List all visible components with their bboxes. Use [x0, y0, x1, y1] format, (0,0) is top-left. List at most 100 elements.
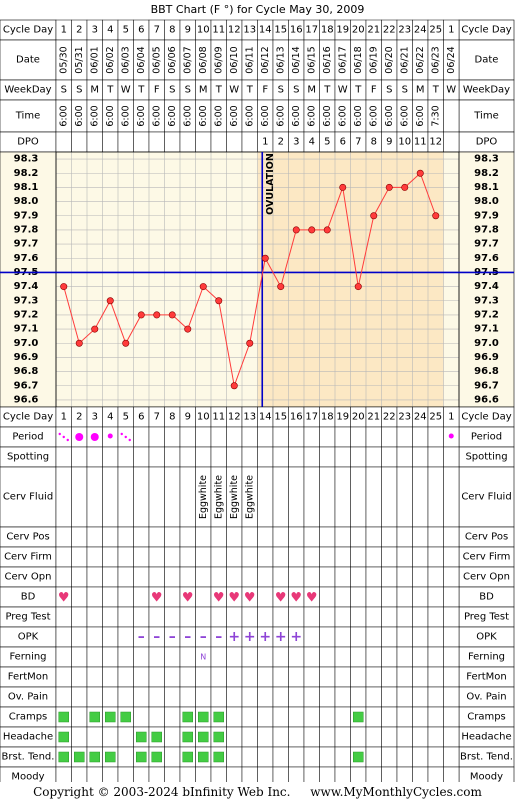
cerv_pos-cell	[272, 526, 289, 548]
opk-label: OPK	[18, 632, 39, 643]
fertmon-cell	[210, 666, 227, 688]
y-tick-label-right: 98.2	[474, 168, 499, 179]
date-value: 06/16	[322, 46, 333, 73]
fertmon-cell	[226, 666, 243, 688]
ov_pain-cell	[210, 686, 227, 708]
preg_test-cell	[303, 606, 320, 628]
cerv_opn-cell	[117, 566, 134, 588]
temperature-point	[261, 254, 269, 262]
spotting-label-right: Spotting	[465, 452, 507, 463]
ov_pain-cell	[381, 686, 398, 708]
cerv_firm-cell	[55, 546, 72, 568]
brst_tend-cell	[334, 746, 351, 768]
cycle-day-number-bottom: 24	[414, 412, 427, 423]
period-light-dot	[66, 438, 69, 442]
ov_pain-cell	[427, 686, 444, 708]
period-light-dot	[120, 432, 123, 436]
date-label-right: Date	[475, 55, 499, 66]
headache-cell	[412, 726, 429, 748]
period-cell	[319, 426, 336, 448]
cerv_opn-cell	[241, 566, 258, 588]
cerv_opn-cell	[195, 566, 212, 588]
cramps-cell	[133, 706, 150, 728]
period-cell	[396, 426, 413, 448]
cramps-cell	[334, 706, 351, 728]
y-tick-label-right: 97.3	[474, 295, 499, 306]
y-tick-label-right: 97.9	[474, 210, 499, 221]
cycle-day-number-bottom: 6	[138, 412, 144, 423]
brst_tend-cell	[381, 746, 398, 768]
ov_pain-cell	[319, 686, 336, 708]
ferning-cell	[226, 646, 243, 668]
weekday-value: M	[307, 85, 316, 96]
spotting-cell	[350, 446, 367, 468]
preg_test-cell	[427, 606, 444, 628]
cerv_fluid-cell	[334, 466, 351, 528]
cerv_firm-cell	[350, 546, 367, 568]
y-tick-label-right: 97.8	[474, 224, 499, 235]
cerv_pos-cell	[241, 526, 258, 548]
cycle-day-number: 16	[290, 25, 303, 36]
headache-cell	[226, 726, 243, 748]
heart-icon: ♥	[182, 591, 194, 606]
cycle-day-number: 15	[274, 25, 287, 36]
headache-cell	[396, 726, 413, 748]
moody-cell	[272, 766, 289, 782]
ferning-cell	[210, 646, 227, 668]
dpo-label-right: DPO	[476, 137, 498, 148]
moody-cell	[334, 766, 351, 782]
temperature-point	[230, 382, 238, 390]
headache-cell	[164, 726, 181, 748]
fertmon-cell	[288, 666, 305, 688]
fertmon-cell	[319, 666, 336, 688]
cerv_firm-cell	[133, 546, 150, 568]
moody-cell	[55, 766, 72, 782]
ovulation-label: OVULATION	[265, 153, 276, 215]
date-value: 06/09	[213, 46, 224, 73]
bd-cell	[396, 586, 413, 608]
time-value: 6:00	[260, 105, 271, 126]
fertmon-cell	[55, 666, 72, 688]
cerv_fluid-cell	[350, 466, 367, 528]
ferning-cell	[288, 646, 305, 668]
y-tick-label-right: 96.6	[474, 394, 499, 405]
opk-positive: +	[290, 629, 302, 645]
bd-cell	[117, 586, 134, 608]
preg_test-cell	[396, 606, 413, 628]
spotting-cell	[319, 446, 336, 468]
site-link[interactable]: www.MyMonthlyCycles.com	[310, 785, 482, 799]
cycle-day-number-bottom: 25	[429, 412, 442, 423]
weekday-value: T	[354, 85, 362, 96]
brst_tend-cell	[412, 746, 429, 768]
cycle-day-number: 10	[197, 25, 210, 36]
moody-cell	[148, 766, 165, 782]
moody-cell	[226, 766, 243, 782]
temperature-point	[215, 297, 223, 305]
spotting-cell	[179, 446, 196, 468]
moody-cell	[195, 766, 212, 782]
heart-icon: ♥	[228, 591, 240, 606]
ferning-cell	[396, 646, 413, 668]
cramps-cell	[396, 706, 413, 728]
opk-negative: –	[138, 629, 145, 645]
dpo-cell	[195, 131, 212, 153]
ferning-cell	[427, 646, 444, 668]
headache-cell	[71, 726, 88, 748]
cramps-marker	[89, 711, 100, 723]
cerv_firm-label: Cerv Firm	[4, 552, 52, 563]
copyright-text: Copyright © 2003-2024 bInfinity Web Inc.	[33, 785, 291, 799]
weekday-value: F	[154, 85, 160, 96]
headache-label-right: Headache	[461, 732, 511, 743]
bd-cell	[319, 586, 336, 608]
cerv_pos-label-right: Cerv Pos	[465, 532, 508, 543]
cycle-day-number-bottom: 9	[185, 412, 191, 423]
preg_test-cell	[148, 606, 165, 628]
fertmon-cell	[86, 666, 103, 688]
fertmon-cell	[272, 666, 289, 688]
cerv_firm-cell	[412, 546, 429, 568]
heart-icon: ♥	[290, 591, 302, 606]
period-medium-dot	[448, 433, 454, 439]
date-value: 06/14	[291, 46, 302, 73]
ferning-cell	[71, 646, 88, 668]
opk-negative: –	[200, 629, 207, 645]
